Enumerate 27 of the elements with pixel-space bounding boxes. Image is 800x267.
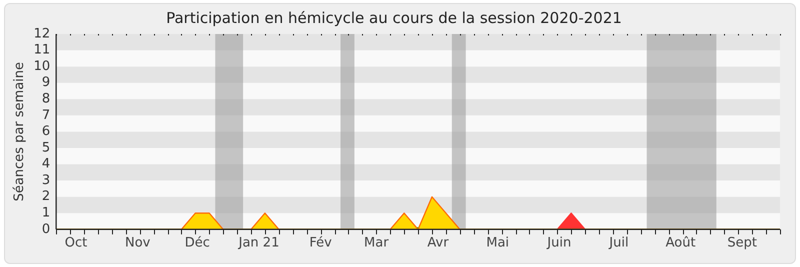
y-tick-label: 11	[34, 42, 50, 58]
x-tick-label: Juin	[546, 236, 572, 251]
y-tick-label: 8	[42, 92, 50, 107]
x-tick-label: Août	[666, 236, 696, 251]
y-tick-label: 10	[34, 58, 50, 74]
y-tick-label: 1	[42, 205, 50, 220]
x-tick-label: Déc	[184, 236, 210, 251]
x-tick-label: Avr	[427, 236, 450, 251]
chart-title: Participation en hémicycle au cours de la session 2020-2021	[166, 8, 622, 27]
y-tick-label: 0	[42, 222, 50, 237]
y-tick-label: 3	[42, 172, 50, 188]
x-tick-label: Fév	[309, 236, 332, 251]
x-tick-label: Sept	[727, 236, 758, 251]
x-tick-label: Mai	[486, 236, 510, 251]
y-tick-label: 9	[42, 75, 50, 90]
x-tick-label: Juil	[608, 236, 629, 251]
x-tick-label: Nov	[124, 236, 151, 251]
x-tick-label: Mar	[364, 236, 390, 251]
y-tick-label: 2	[42, 189, 50, 204]
x-tick-label: Oct	[64, 236, 88, 251]
y-tick-label: 5	[42, 140, 50, 156]
y-tick-label: 12	[34, 26, 50, 42]
y-tick-label: 7	[42, 108, 50, 123]
y-axis-title: Séances par semaine	[12, 62, 28, 202]
y-tick-label: 4	[42, 156, 50, 172]
y-tick-label: 6	[42, 124, 50, 140]
x-tick-label: Jan 21	[238, 236, 280, 251]
